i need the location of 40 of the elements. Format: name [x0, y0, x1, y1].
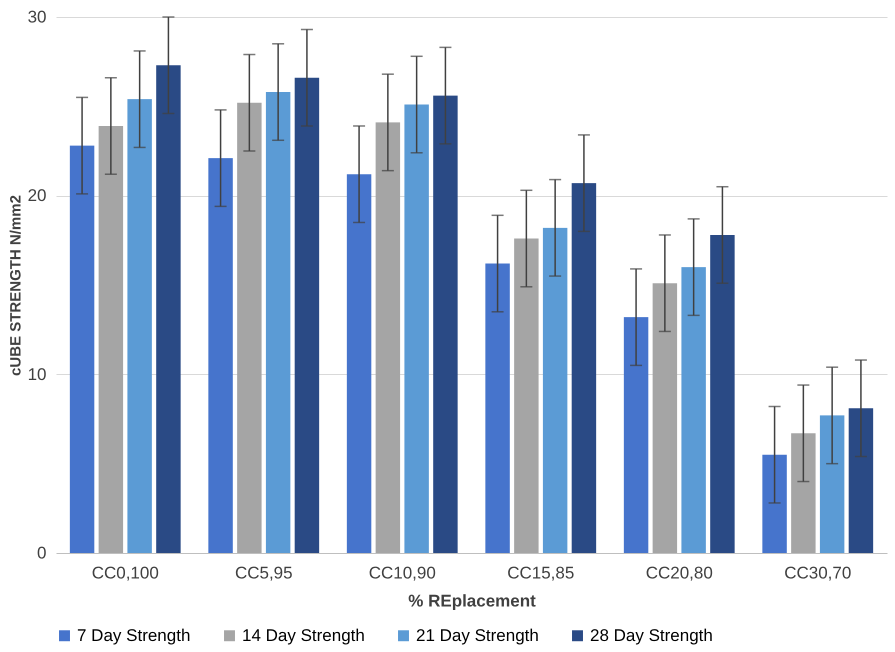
legend-label: 7 Day Strength [77, 626, 190, 645]
bar [762, 454, 787, 553]
bar [376, 122, 400, 553]
y-tick-label: 30 [28, 8, 46, 26]
bar [681, 267, 706, 553]
x-tick-label: CC5,95 [234, 564, 293, 582]
y-tick-label: 0 [37, 544, 46, 562]
bar [433, 96, 458, 553]
bar [404, 104, 429, 553]
bar [266, 92, 290, 553]
bar [208, 158, 233, 553]
x-tick-label: CC10,90 [368, 564, 436, 582]
x-tick-label: CC20,80 [646, 564, 713, 582]
bar [542, 228, 568, 553]
legend-label: 21 Day Strength [416, 626, 539, 645]
bar [572, 183, 596, 553]
bar [294, 78, 320, 553]
x-tick-label: CC0,100 [92, 564, 159, 582]
bar [820, 415, 844, 553]
legend-label: 14 Day Strength [242, 626, 365, 645]
bar [485, 264, 510, 553]
bar [710, 234, 735, 553]
bar [98, 126, 124, 553]
bar [791, 433, 816, 553]
y-axis-title: cUBE STRENGTH N/mm2 [8, 195, 25, 376]
y-tick-label: 20 [28, 186, 46, 206]
bar [156, 65, 181, 553]
x-axis-title: % REplacement [408, 592, 536, 610]
bar [514, 238, 539, 553]
legend-label: 28 Day Strength [590, 626, 713, 645]
y-tick-label: 10 [28, 364, 46, 384]
bar [70, 146, 94, 553]
x-tick-label: CC30,70 [784, 564, 852, 582]
bar [346, 174, 372, 553]
bar [652, 283, 678, 553]
bar [237, 102, 262, 553]
bar [624, 317, 648, 553]
x-tick-label: CC15,85 [507, 564, 574, 582]
bar [848, 408, 874, 553]
bar [127, 99, 152, 553]
